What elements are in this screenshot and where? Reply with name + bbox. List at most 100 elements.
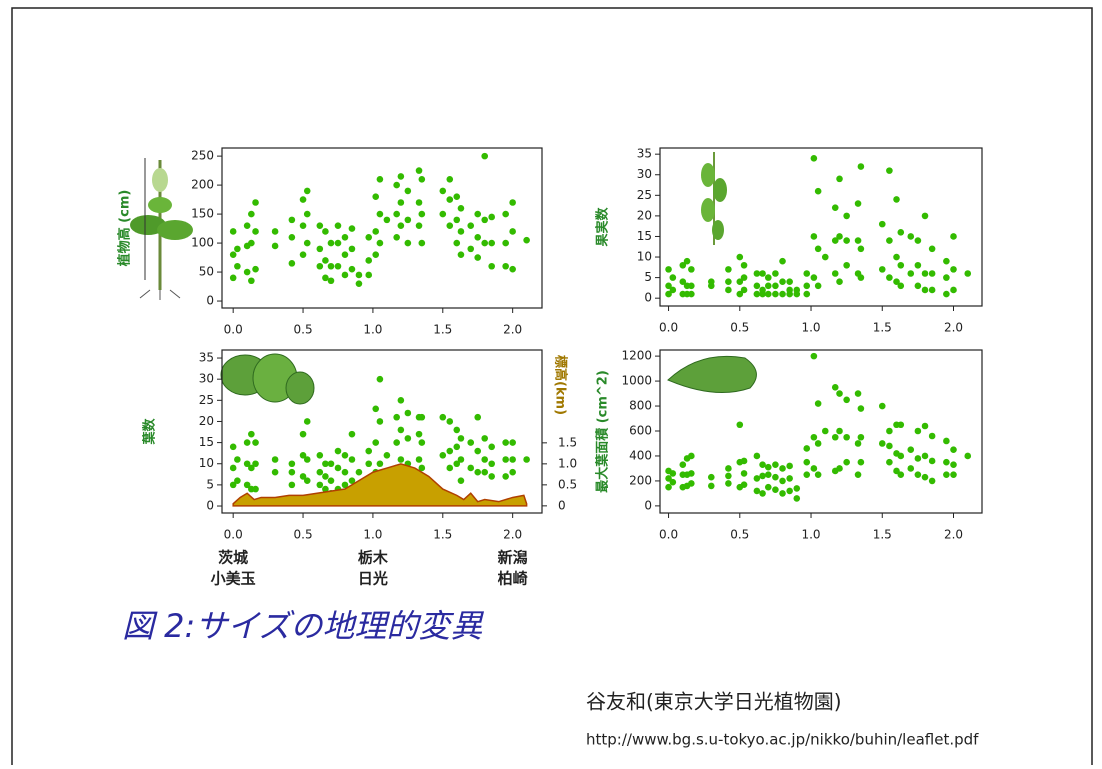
point [230, 444, 237, 451]
point [230, 465, 237, 472]
point [803, 291, 810, 298]
point [234, 263, 241, 270]
point [304, 240, 311, 247]
y-axis-label: 最大葉面積 (cm^2) [595, 370, 611, 493]
leaf-illustration [668, 356, 756, 392]
point [670, 470, 677, 477]
point [670, 287, 677, 294]
point [725, 266, 732, 273]
x-tick-label: 2.0 [503, 528, 522, 542]
y-tick-label: 25 [199, 393, 214, 407]
point [950, 287, 957, 294]
point [481, 469, 488, 476]
point [843, 459, 850, 466]
point [759, 270, 766, 277]
point [897, 229, 904, 236]
point [300, 222, 307, 229]
slide: 図 2:サイズの地理的変異 谷友和(東京大学日光植物園) http://www.… [0, 0, 1102, 765]
point [467, 439, 474, 446]
point [786, 475, 793, 482]
point [488, 460, 495, 467]
site-label: 茨城 [218, 549, 248, 567]
point [915, 455, 922, 462]
point [843, 262, 850, 269]
point [815, 188, 822, 195]
y2-axis-label: 標高(km) [553, 355, 569, 415]
point [950, 461, 957, 468]
point [741, 262, 748, 269]
point [793, 287, 800, 294]
point [317, 452, 324, 459]
y-tick-label: 0 [206, 499, 214, 513]
x-tick-label: 2.0 [944, 321, 963, 335]
point [815, 440, 822, 447]
point [803, 471, 810, 478]
point [365, 448, 372, 455]
point [858, 163, 865, 170]
point [741, 287, 748, 294]
point [467, 465, 474, 472]
y-tick-label: 30 [637, 167, 652, 181]
point [328, 477, 335, 484]
point [416, 456, 423, 463]
point [419, 211, 426, 218]
point [879, 266, 886, 273]
author: 谷友和(東京大学日光植物園) [586, 690, 842, 714]
point [481, 456, 488, 463]
y-tick-label: 25 [637, 188, 652, 202]
point [915, 283, 922, 290]
point [328, 277, 335, 284]
point [384, 217, 391, 224]
point [836, 390, 843, 397]
point [836, 465, 843, 472]
point [855, 237, 862, 244]
point [252, 439, 259, 446]
point [708, 474, 715, 481]
point [670, 479, 677, 486]
point [377, 176, 384, 183]
point [907, 233, 914, 240]
point [252, 486, 259, 493]
point [439, 188, 446, 195]
point [509, 439, 516, 446]
point [772, 291, 779, 298]
point [879, 403, 886, 410]
y-tick-label: 0 [644, 291, 652, 305]
point [252, 228, 259, 235]
point [356, 280, 363, 287]
point [416, 431, 423, 438]
point [300, 431, 307, 438]
x-tick-label: 0.0 [659, 321, 678, 335]
point [779, 291, 786, 298]
y-tick-label: 800 [629, 399, 652, 413]
point [393, 439, 400, 446]
point [688, 470, 695, 477]
point [772, 283, 779, 290]
x-tick-label: 0.5 [730, 528, 749, 542]
point [446, 222, 453, 229]
point [467, 222, 474, 229]
point [688, 266, 695, 273]
point [741, 458, 748, 465]
point [322, 473, 329, 480]
point [416, 222, 423, 229]
point [328, 460, 335, 467]
point [765, 283, 772, 290]
point [453, 240, 460, 247]
site-label: 栃木 [358, 549, 389, 567]
y-tick-label: 200 [629, 473, 652, 487]
point [439, 414, 446, 421]
point [252, 266, 259, 273]
point [815, 246, 822, 253]
point [317, 263, 324, 270]
source-url: http://www.bg.s.u-tokyo.ac.jp/nikko/buhi… [586, 731, 979, 749]
point [474, 211, 481, 218]
x-tick-label: 1.5 [873, 321, 892, 335]
point [858, 434, 865, 441]
point [317, 482, 324, 489]
y-tick-label: 5 [206, 477, 214, 491]
point [377, 418, 384, 425]
point [322, 257, 329, 264]
point [772, 486, 779, 493]
x-tick-label: 0.5 [294, 323, 313, 337]
